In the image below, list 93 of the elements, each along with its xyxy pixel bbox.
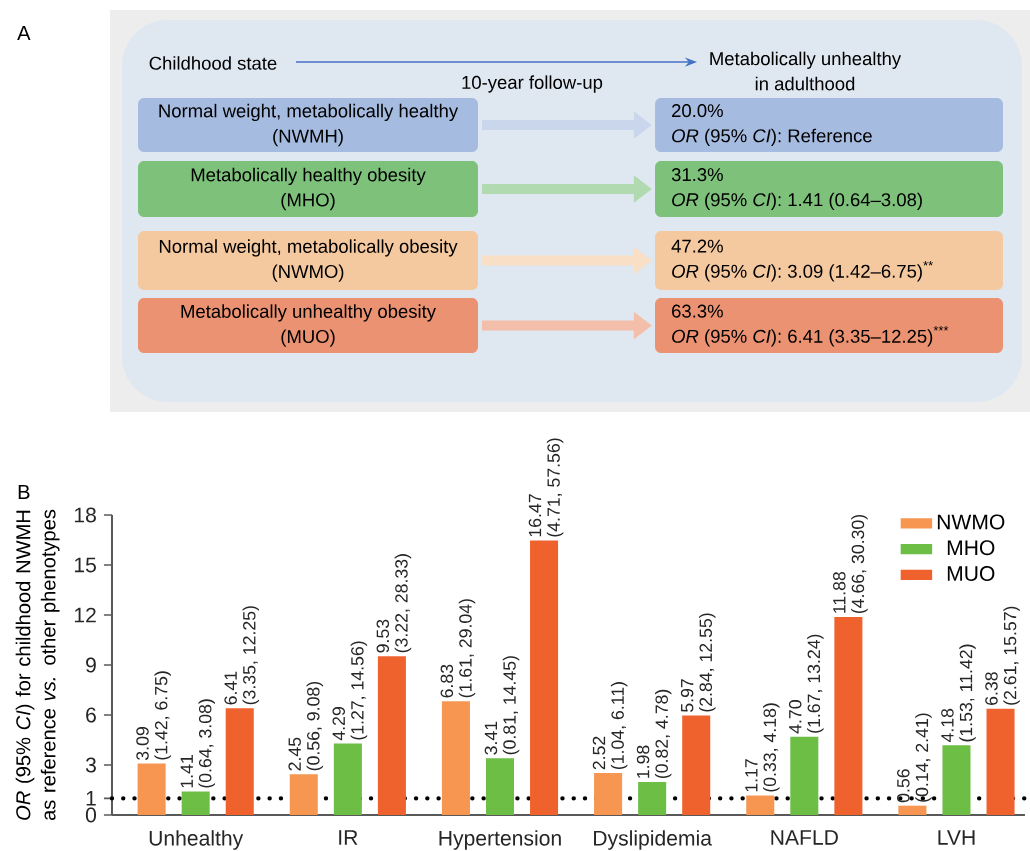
text: 63.3%: [672, 304, 723, 318]
bar: [942, 745, 971, 815]
bar: [682, 715, 711, 815]
text: Normal weight, metabolically obesity: [159, 239, 458, 257]
bar: [746, 795, 775, 815]
x-tick-label: LVH: [938, 830, 975, 845]
annotation: (0.82, 4.78): [654, 689, 672, 779]
text: (NWMH): [273, 128, 343, 147]
bar: [333, 743, 362, 815]
text: (MHO): [281, 192, 335, 211]
x-tick-label: Unhealthy: [149, 830, 244, 850]
data-label: 3.09: [136, 727, 149, 761]
legend-label: NWMO: [937, 514, 1005, 530]
bar: [594, 773, 623, 815]
bar: [485, 758, 515, 815]
annotation: (3.22, 28.33): [394, 554, 412, 653]
y-tick-label: 15: [74, 557, 96, 573]
annotation: (2.61, 15.57): [1003, 606, 1020, 705]
data-label: 11.88: [833, 571, 846, 613]
bar: [137, 763, 166, 815]
annotation: (1.61, 29.04): [458, 599, 476, 698]
y-tick-label: 18: [74, 507, 96, 523]
text: Childhood state: [149, 56, 277, 70]
data-label: 2.52: [592, 736, 606, 770]
data-label: 16.47: [528, 494, 542, 537]
text: in adulthood: [755, 76, 855, 91]
text: (MUO): [281, 329, 335, 347]
x-tick-label: NAFLD: [771, 830, 838, 845]
x-tick-label: IR: [339, 830, 358, 845]
bar: [834, 617, 863, 815]
data-label: 4.70: [788, 700, 802, 734]
annotation: (1.04, 6.11): [610, 682, 628, 770]
bar: [986, 708, 1015, 815]
text: 31.3%: [671, 168, 723, 182]
annotation: (4.71, 57.56): [546, 438, 564, 537]
data-label: 0.56: [897, 769, 910, 803]
text: OR (95% CI): 6.41 (3.35–12.25)$^{***}$: [672, 326, 949, 347]
data-label: 2.45: [288, 737, 301, 771]
text: OR (95% CI): Reference: [672, 128, 872, 146]
data-label: 3.41: [484, 721, 498, 755]
text: OR (95% CI): 3.09 (1.42–6.75)$^{**}$: [672, 261, 933, 282]
data-label: 4.18: [941, 708, 954, 743]
text: Metabolically unhealthy: [710, 51, 902, 69]
bar: [638, 782, 667, 815]
text: Metabolically unhealthy obesity: [181, 304, 436, 322]
bar: [441, 701, 470, 815]
bar: [898, 805, 927, 815]
text: Metabolically healthy obesity: [191, 167, 426, 186]
text: Normal weight, metabolically healthy: [159, 103, 459, 122]
legend-label: MHO: [947, 540, 995, 556]
bar: [530, 540, 559, 815]
annotation: (4.66, 30.30): [851, 514, 868, 614]
annotation: (1.27, 14.56): [350, 641, 368, 740]
data-label: 5.97: [680, 679, 694, 712]
data-label: 6.41: [224, 671, 237, 705]
y-tick-label: 0: [85, 807, 96, 823]
bar: [289, 774, 318, 815]
annotation: (3.35, 12.25): [242, 606, 260, 705]
data-label: 1.98: [636, 745, 650, 778]
data-label: 9.53: [376, 619, 390, 653]
text: 10-year follow-up: [462, 75, 603, 93]
x-tick-label: Hypertension: [439, 830, 561, 850]
text: (NWMO): [272, 264, 344, 282]
bar: [790, 736, 819, 815]
text: A: [17, 26, 31, 40]
data-label: 6.38: [985, 672, 998, 705]
text: OR (95% CI): 1.41 (0.64–3.08): [672, 192, 922, 210]
legend-label: MUO: [947, 566, 995, 582]
y-tick-label: 1: [86, 791, 96, 806]
bar: [181, 791, 210, 815]
data-label: 1.17: [745, 759, 758, 792]
text: 47.2%: [671, 239, 723, 253]
annotation: (0.64, 3.08): [198, 699, 215, 788]
annotation: (0.33, 4.18): [763, 703, 780, 792]
text: 20.0%: [672, 104, 723, 118]
annotation: (1.53, 11.42): [959, 644, 976, 742]
chart-title: B: [18, 485, 30, 499]
y-tick-label: 6: [86, 707, 96, 723]
y-tick-label: 9: [86, 657, 96, 673]
data-label: 6.83: [440, 664, 454, 698]
bar: [377, 656, 406, 815]
data-label: 1.41: [180, 755, 193, 788]
x-tick-label: Dyslipidemia: [594, 830, 712, 850]
annotation: (0.56, 9.08): [306, 681, 324, 771]
y-tick-label: 12: [74, 607, 96, 623]
annotation: (0.81, 14.45): [502, 656, 520, 755]
annotation: (2.84, 12.55): [699, 613, 716, 712]
data-label: 4.29: [332, 707, 345, 741]
y-tick-label: 3: [85, 757, 96, 773]
annotation: (1.42, 6.75): [154, 671, 171, 760]
annotation: (0.14, 2.41): [915, 713, 932, 802]
annotation: (1.67, 13.24): [807, 634, 824, 733]
bar: [225, 708, 254, 815]
